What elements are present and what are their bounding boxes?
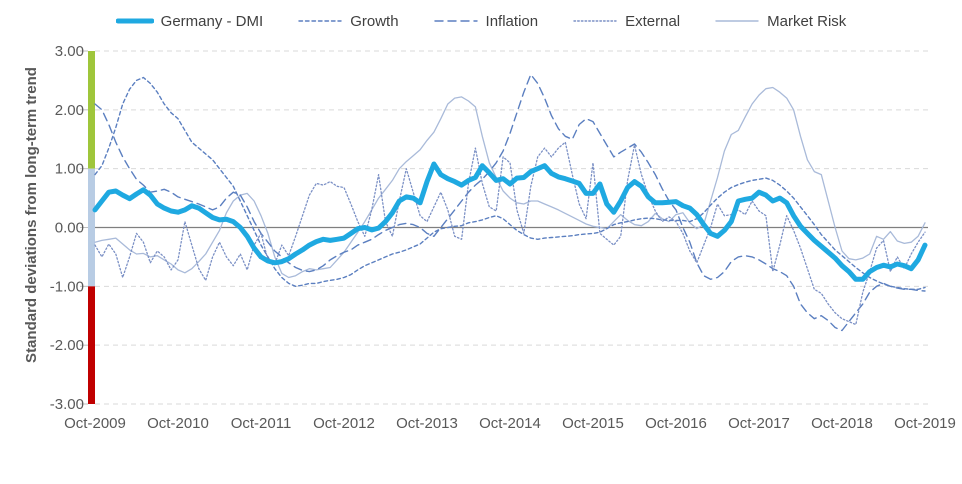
x-tick-label: Oct-2016 [645,415,707,432]
legend-label-market_risk: Market Risk [767,12,847,30]
legend-label-external: External [625,12,681,30]
chart-canvas: 3.00 2.00 1.00 0.00 -1.00 -2.00 -3.00 Oct-2009 O… [50,43,956,432]
risk-band-lower-band [88,286,95,404]
y-tick-label: 0.00 [55,220,84,237]
x-tick-label: Oct-2014 [479,415,541,432]
legend-line-sample-growth [298,20,342,22]
y-tick-label: -3.00 [50,396,84,413]
legend-item-external: External [572,13,680,30]
y-tick-label: -1.00 [50,278,84,295]
plot-area: 3.00 2.00 1.00 0.00 -1.00 -2.00 -3.00 Oct-2009 O… [0,40,962,484]
legend-line-sample-dmi [115,18,154,24]
legend-label-dmi: Germany - DMI [160,12,264,30]
legend-item-growth: Growth [297,12,399,30]
x-tick-label: Oct-2017 [728,415,790,432]
y-tick-label: 3.00 [55,43,84,60]
legend-line-sample-inflation [433,20,478,22]
legend-line-sample-external [573,20,617,22]
legend-line-sample-market_risk [715,20,759,22]
series-line-market_risk [94,86,926,279]
risk-band-upper-band [88,51,95,169]
x-tick-label: Oct-2009 [64,415,126,432]
x-tick-label: Oct-2012 [313,415,375,432]
x-tick-label: Oct-2010 [147,415,209,432]
series-line-inflation [94,73,926,332]
legend-item-dmi: Germany - DMI [115,12,264,30]
legend-label-inflation: Inflation [485,12,539,30]
y-tick-label: 2.00 [55,102,84,119]
series-line-external [94,141,926,326]
x-tick-label: Oct-2019 [894,415,956,432]
series-line-growth [94,76,926,291]
y-tick-label: 1.00 [55,161,84,178]
y-tick-label: -2.00 [50,337,84,354]
risk-band-middle-band [88,168,95,287]
x-tick-label: Oct-2015 [562,415,624,432]
x-tick-label: Oct-2013 [396,415,458,432]
legend-item-market_risk: Market Risk [714,13,846,30]
legend-item-inflation: Inflation [433,12,539,30]
legend-label-growth: Growth [350,12,399,30]
x-tick-label: Oct-2018 [811,415,873,432]
series-line-dmi [92,161,928,282]
chart-legend: Germany - DMI Growth Inflation External Mark… [0,6,962,36]
x-tick-label: Oct-2011 [231,415,292,432]
